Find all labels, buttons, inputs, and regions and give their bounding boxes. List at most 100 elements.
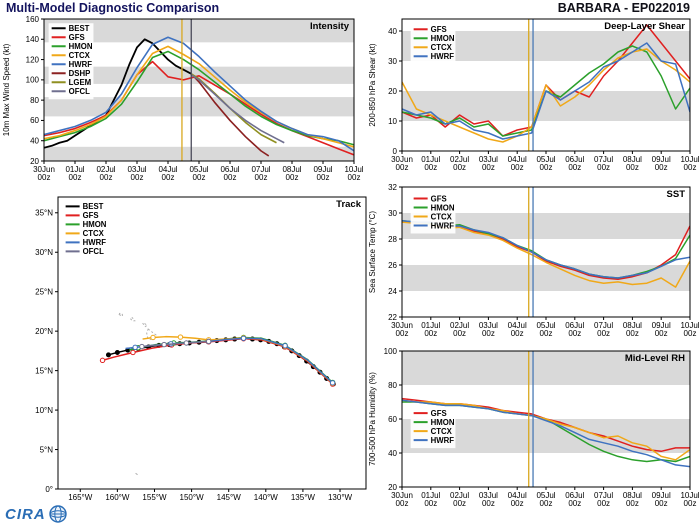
svg-text:10m Max Wind Speed (kt): 10m Max Wind Speed (kt): [2, 43, 11, 136]
svg-text:40: 40: [388, 27, 397, 36]
svg-text:200-850 hPa Shear (kt): 200-850 hPa Shear (kt): [368, 43, 377, 126]
svg-text:BEST: BEST: [83, 202, 104, 211]
svg-text:130°W: 130°W: [328, 493, 353, 502]
svg-text:25°N: 25°N: [35, 288, 53, 297]
page-title: Multi-Model Diagnostic Comparison: [6, 1, 220, 15]
svg-text:30: 30: [388, 57, 397, 66]
svg-text:24: 24: [388, 287, 397, 296]
svg-text:0: 0: [393, 147, 398, 156]
svg-text:BEST: BEST: [69, 24, 90, 33]
svg-text:HWRF: HWRF: [431, 221, 455, 230]
svg-text:15°N: 15°N: [35, 366, 53, 375]
svg-text:700-500 hPa Humidity (%): 700-500 hPa Humidity (%): [368, 372, 377, 466]
svg-text:CTCX: CTCX: [69, 51, 91, 60]
svg-text:155°W: 155°W: [142, 493, 167, 502]
svg-text:10°N: 10°N: [35, 406, 53, 415]
svg-text:OFCL: OFCL: [83, 247, 104, 256]
svg-text:35°N: 35°N: [35, 209, 53, 218]
svg-text:100: 100: [26, 76, 40, 85]
svg-text:CTCX: CTCX: [431, 212, 453, 221]
svg-text:60: 60: [30, 116, 39, 125]
svg-text:40: 40: [388, 449, 397, 458]
svg-text:GFS: GFS: [69, 33, 85, 42]
svg-text:Sea Surface Temp (°C): Sea Surface Temp (°C): [368, 211, 377, 294]
svg-text:GFS: GFS: [83, 211, 99, 220]
svg-text:10: 10: [388, 117, 397, 126]
svg-text:120: 120: [26, 55, 40, 64]
svg-text:5°N: 5°N: [40, 445, 54, 454]
globe-icon: [48, 505, 67, 523]
svg-text:20: 20: [388, 483, 397, 492]
svg-text:140: 140: [26, 35, 40, 44]
svg-text:CTCX: CTCX: [431, 43, 453, 52]
svg-text:145°W: 145°W: [217, 493, 242, 502]
sst-chart: 22 24 26 28 30 32 30Jun 00z 01Jul 00z 02Jul 00z 03Ju…: [368, 183, 700, 338]
svg-text:20: 20: [388, 87, 397, 96]
svg-text:GFS: GFS: [431, 194, 447, 203]
svg-text:Intensity: Intensity: [310, 21, 350, 32]
svg-text:32: 32: [388, 183, 397, 192]
svg-text:Deep-Layer Shear: Deep-Layer Shear: [604, 21, 685, 32]
svg-text:CTCX: CTCX: [431, 427, 453, 436]
svg-text:DSHP: DSHP: [69, 69, 91, 78]
svg-text:HWRF: HWRF: [83, 238, 107, 247]
svg-text:LGEM: LGEM: [69, 78, 92, 87]
svg-text:HWRF: HWRF: [431, 52, 455, 61]
svg-text:30°N: 30°N: [35, 248, 53, 257]
svg-text:CTCX: CTCX: [83, 229, 105, 238]
svg-text:HMON: HMON: [431, 34, 455, 43]
svg-text:165°W: 165°W: [68, 493, 93, 502]
storm-id-title: BARBARA - EP022019: [557, 1, 690, 15]
svg-text:135°W: 135°W: [291, 493, 316, 502]
svg-text:GFS: GFS: [431, 25, 447, 34]
svg-text:Track: Track: [336, 199, 362, 210]
svg-text:40: 40: [30, 137, 39, 146]
svg-text:Mid-Level RH: Mid-Level RH: [625, 353, 685, 364]
svg-text:HWRF: HWRF: [431, 436, 455, 445]
mid-level-rh-chart: 20 40 60 80 100 30Jun 00z 01Jul 00z 02Jul 00z 03Jul…: [368, 347, 700, 508]
svg-text:30: 30: [388, 209, 397, 218]
track-map-chart: 0° 5°N 10°N 15°N 20°N 25°N 30°N 35°N 165°W 160°W 1…: [35, 196, 367, 502]
svg-text:HMON: HMON: [83, 220, 107, 229]
svg-text:160: 160: [26, 15, 40, 24]
svg-text:20: 20: [30, 157, 39, 166]
